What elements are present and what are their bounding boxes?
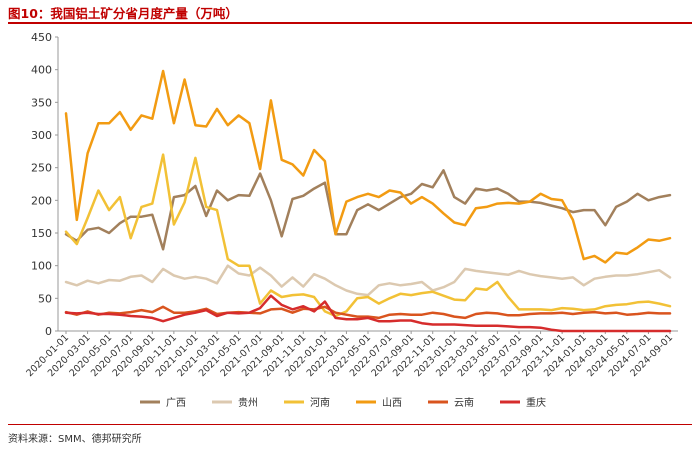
source-note: 资料来源：SMM、德邦研究所: [8, 434, 142, 445]
legend-label-5: 云南: [454, 396, 474, 409]
series-line-6: [64, 294, 672, 333]
y-tick-label: 450: [31, 31, 52, 44]
series-line-2: [64, 264, 672, 297]
legend-label-3: 河南: [310, 396, 330, 409]
legend-label-4: 山西: [382, 397, 402, 409]
chart-title: 图10：我国铝土矿分省月度产量（万吨）: [8, 6, 238, 21]
legend-label-1: 广西: [166, 397, 186, 409]
series-line-4: [64, 69, 672, 264]
title-divider: [8, 22, 692, 24]
y-tick-label: 200: [31, 194, 52, 207]
y-tick-label: 250: [31, 162, 52, 175]
legend-label-2: 贵州: [238, 396, 258, 409]
y-tick-label: 150: [31, 227, 52, 240]
series-line-5: [64, 305, 672, 320]
y-tick-label: 0: [45, 325, 52, 338]
legend-label-6: 重庆: [526, 396, 546, 409]
y-tick-label: 300: [31, 129, 52, 142]
y-tick-label: 100: [31, 260, 52, 273]
footer-divider: [8, 424, 692, 425]
y-tick-label: 400: [31, 64, 52, 77]
y-tick-label: 50: [38, 292, 52, 305]
series-line-3: [64, 153, 672, 318]
y-tick-label: 350: [31, 96, 52, 109]
